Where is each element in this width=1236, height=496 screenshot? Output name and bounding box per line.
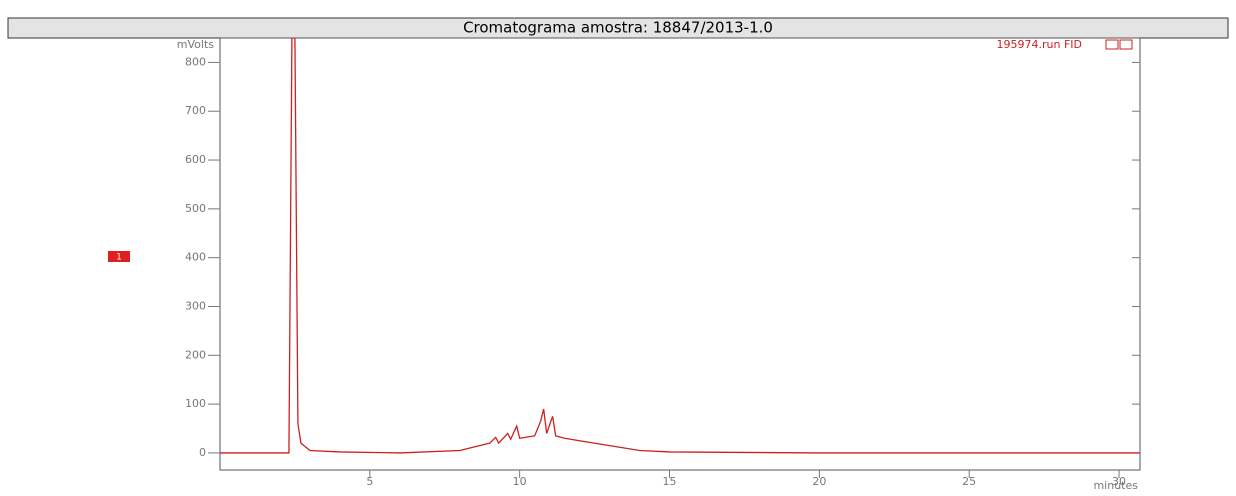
legend-entry: 195974.run FID xyxy=(997,38,1083,51)
y-tick-label: 200 xyxy=(185,348,206,361)
plot-frame xyxy=(219,37,1141,471)
y-tick-label: 100 xyxy=(185,397,206,410)
y-tick-label: 500 xyxy=(185,202,206,215)
y-tick-label: 700 xyxy=(185,104,206,117)
x-tick-label: 15 xyxy=(663,475,677,488)
y-tick-label: 0 xyxy=(199,446,206,459)
x-tick-label: 5 xyxy=(366,475,373,488)
x-tick-label: 30 xyxy=(1112,475,1126,488)
x-tick-label: 10 xyxy=(513,475,527,488)
series-line xyxy=(220,38,1140,454)
x-tick-label: 25 xyxy=(962,475,976,488)
y-axis-label: mVolts xyxy=(177,38,214,51)
legend-icon xyxy=(1105,39,1119,50)
peak-marker-label: 1 xyxy=(116,253,122,263)
x-axis-label: minutes xyxy=(1093,479,1138,492)
x-tick-label: 20 xyxy=(812,475,826,488)
y-tick-label: 300 xyxy=(185,299,206,312)
y-tick-label: 800 xyxy=(185,55,206,68)
y-tick-label: 600 xyxy=(185,153,206,166)
legend-icon xyxy=(1119,39,1133,50)
peak-marker xyxy=(108,251,130,262)
y-tick-label: 400 xyxy=(185,251,206,264)
chart-title: Cromatograma amostra: 18847/2013-1.0 xyxy=(463,19,773,37)
